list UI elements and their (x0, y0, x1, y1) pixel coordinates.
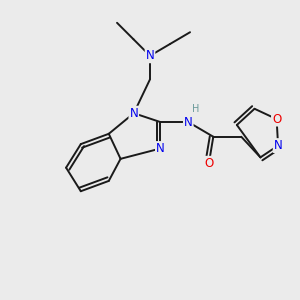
Text: N: N (146, 49, 154, 62)
Text: O: O (204, 157, 214, 170)
Text: H: H (192, 104, 199, 114)
Text: N: N (156, 142, 165, 155)
Text: O: O (272, 112, 281, 126)
Text: N: N (129, 107, 138, 120)
Text: N: N (274, 139, 283, 152)
Text: N: N (184, 116, 193, 128)
